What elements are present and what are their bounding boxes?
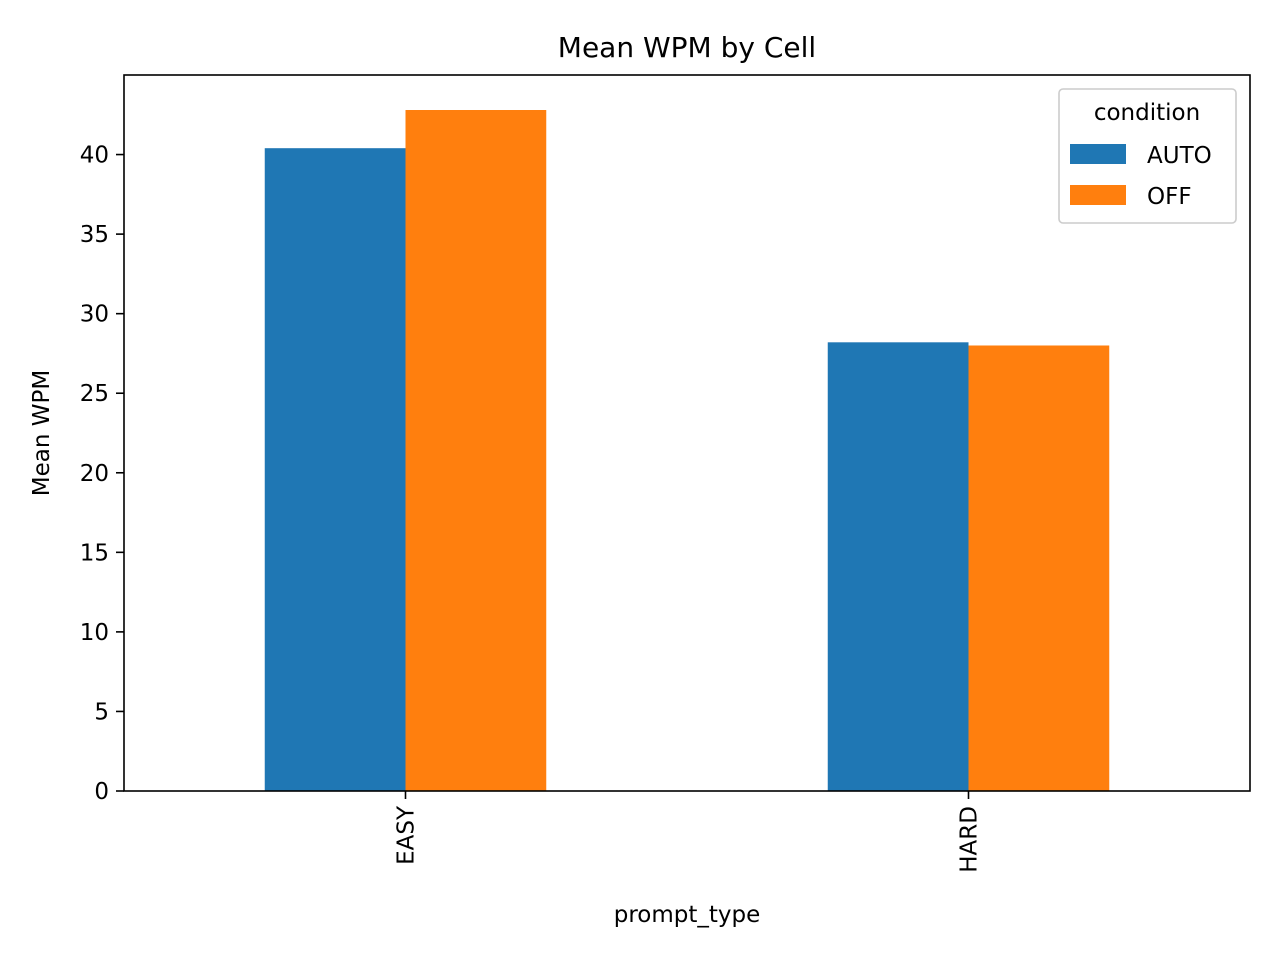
legend-swatch-auto: [1070, 144, 1126, 164]
x-tick-label: EASY: [394, 805, 420, 865]
y-tick-label: 10: [80, 620, 109, 646]
legend-entries: AUTO OFF: [1070, 143, 1212, 210]
bar-off-easy: [405, 110, 547, 791]
y-tick-label: 15: [80, 540, 109, 566]
y-tick-label: 30: [80, 302, 109, 328]
bars-group: [264, 110, 1110, 792]
y-tick-label: 35: [80, 222, 109, 248]
legend-label-auto: AUTO: [1147, 143, 1212, 169]
y-tick-label: 0: [94, 779, 109, 805]
y-tick-label: 40: [80, 143, 109, 169]
y-tick-label: 25: [80, 381, 109, 407]
legend-title: condition: [1094, 100, 1200, 126]
x-tick-label: HARD: [957, 806, 983, 873]
y-axis: 0 5 10 15 20 25 30 35 40: [80, 143, 124, 805]
legend-label-off: OFF: [1147, 184, 1192, 210]
bar-off-hard: [968, 345, 1110, 791]
legend-swatch-off: [1070, 185, 1126, 205]
plot-frame: [123, 74, 1251, 792]
x-axis: EASY HARD: [394, 791, 983, 873]
y-tick-label: 5: [94, 699, 109, 725]
chart-title: Mean WPM by Cell: [558, 31, 816, 64]
bar-auto-easy: [264, 148, 406, 792]
y-tick-label: 20: [80, 461, 109, 487]
bar-auto-hard: [827, 342, 969, 791]
legend: condition AUTO OFF: [1058, 88, 1237, 224]
y-axis-label: Mean WPM: [29, 370, 55, 496]
x-axis-label: prompt_type: [614, 902, 761, 928]
